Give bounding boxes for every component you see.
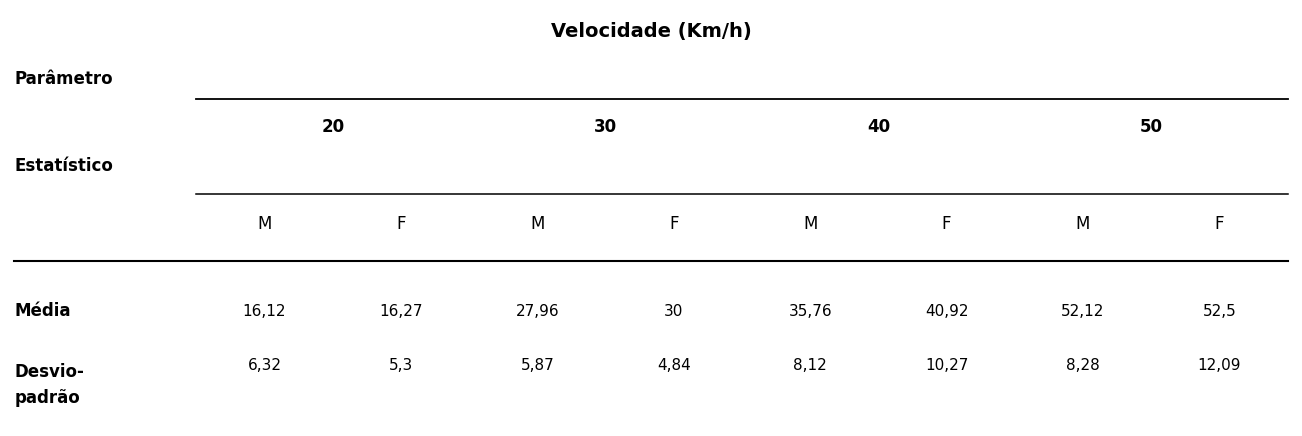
Text: Velocidade (Km/h): Velocidade (Km/h)	[551, 22, 751, 41]
Text: 16,12: 16,12	[242, 303, 286, 319]
Text: 35,76: 35,76	[788, 303, 832, 319]
Text: F: F	[941, 215, 952, 234]
Text: 8,12: 8,12	[793, 358, 827, 373]
Text: 30: 30	[664, 303, 684, 319]
Text: Parâmetro: Parâmetro	[14, 70, 113, 89]
Text: M: M	[803, 215, 818, 234]
Text: M: M	[258, 215, 272, 234]
Text: 6,32: 6,32	[247, 358, 281, 373]
Text: 4,84: 4,84	[658, 358, 690, 373]
Text: M: M	[530, 215, 544, 234]
Text: 20: 20	[322, 118, 344, 136]
Text: Estatístico: Estatístico	[14, 157, 113, 175]
Text: Desvio-
padrão: Desvio- padrão	[14, 363, 85, 407]
Text: 16,27: 16,27	[379, 303, 423, 319]
Text: 10,27: 10,27	[924, 358, 969, 373]
Text: F: F	[396, 215, 406, 234]
Text: 52,12: 52,12	[1061, 303, 1104, 319]
Text: 12,09: 12,09	[1198, 358, 1241, 373]
Text: 5,3: 5,3	[389, 358, 413, 373]
Text: 50: 50	[1139, 118, 1163, 136]
Text: 5,87: 5,87	[521, 358, 555, 373]
Text: 40,92: 40,92	[924, 303, 969, 319]
Text: 40: 40	[867, 118, 891, 136]
Text: M: M	[1075, 215, 1090, 234]
Text: Média: Média	[14, 302, 70, 320]
Text: F: F	[1215, 215, 1224, 234]
Text: 27,96: 27,96	[516, 303, 559, 319]
Text: 52,5: 52,5	[1203, 303, 1237, 319]
Text: F: F	[669, 215, 678, 234]
Text: 8,28: 8,28	[1066, 358, 1100, 373]
Text: 30: 30	[594, 118, 617, 136]
